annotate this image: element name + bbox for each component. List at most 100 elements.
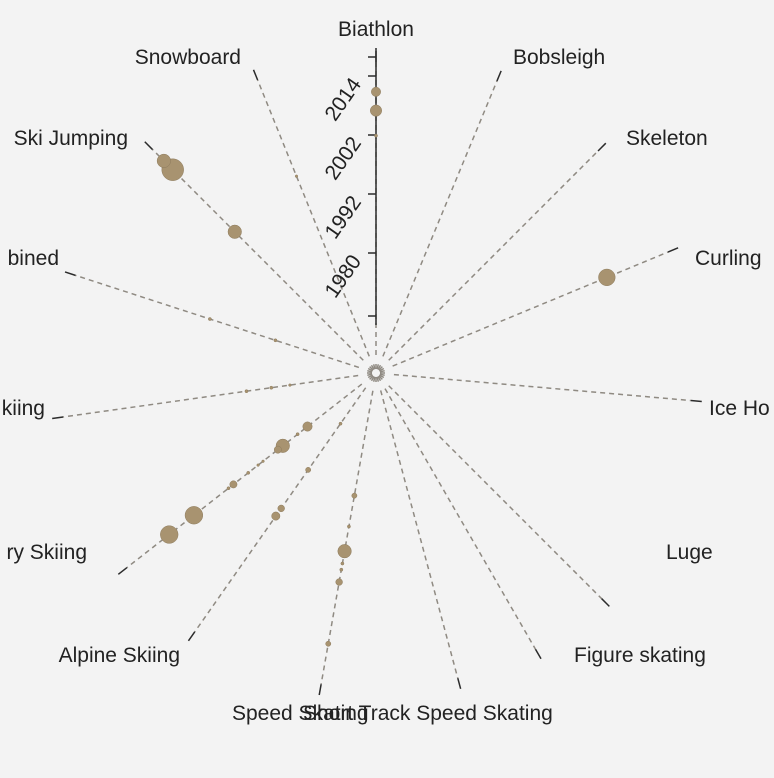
spoke-7 (379, 390, 459, 679)
center-ring-segment (372, 376, 376, 383)
data-point (244, 389, 249, 394)
data-point (226, 486, 231, 491)
data-point (340, 561, 345, 566)
data-point (325, 640, 332, 647)
center-ring-segment (377, 363, 382, 370)
spoke-label: Curling (695, 247, 762, 270)
spoke-end-tick-6 (534, 648, 542, 660)
data-point (598, 268, 616, 286)
spoke-end-tick-1 (496, 70, 502, 82)
data-point (288, 383, 292, 387)
spoke-13 (152, 149, 364, 361)
spoke-label: Biathlon (338, 18, 414, 41)
spoke-label: Short Track Speed Skating (303, 702, 553, 725)
center-ring-segment (368, 375, 374, 381)
center-ring-segment (368, 365, 374, 371)
data-point (269, 385, 274, 390)
data-point (374, 133, 378, 138)
spoke-end-tick-13 (144, 141, 154, 151)
spoke-label: Luge (666, 541, 713, 564)
data-point (246, 471, 251, 475)
data-point (338, 421, 343, 426)
data-point (156, 153, 171, 168)
data-point (271, 511, 281, 521)
spoke-label: kiing (2, 397, 45, 420)
spoke-label: Figure skating (574, 644, 706, 667)
spoke-label: bined (8, 247, 59, 270)
spoke-label: ry Skiing (6, 541, 87, 564)
data-point (294, 174, 299, 178)
center-ring-segment (370, 376, 375, 383)
spoke-4 (393, 373, 691, 402)
dots-layer (156, 86, 616, 647)
spoke-5 (388, 385, 603, 600)
spoke-end-tick-8 (318, 684, 322, 696)
data-point (184, 506, 204, 525)
data-point (371, 86, 381, 97)
center-ring-segment (378, 375, 384, 381)
spoke-10 (126, 383, 363, 569)
center-ring-segment (379, 374, 386, 379)
data-point (351, 492, 358, 499)
spoke-end-tick-11 (52, 416, 64, 420)
data-point (208, 317, 212, 321)
spoke-end-tick-3 (667, 247, 679, 253)
spoke-12 (75, 274, 360, 369)
spoke-6 (384, 388, 537, 650)
axis-tick-label: 2002 (320, 133, 366, 184)
spoke-2 (388, 150, 599, 361)
data-point (160, 525, 179, 544)
center-ring-segment (379, 369, 386, 373)
data-point (277, 504, 285, 513)
axis-tick-label: 2014 (320, 73, 366, 125)
center-ring-segment (366, 367, 373, 372)
labels-layer: Biathlon Bobsleigh Skeleton Curling Ice Ho Lu… (2, 18, 770, 725)
center-ring-segment (379, 373, 386, 377)
data-point (273, 445, 282, 454)
center-ring-segment (366, 374, 373, 379)
axis-tick-label: 1992 (320, 192, 366, 243)
center-ring-segment (366, 369, 373, 373)
spoke-label: Ski Jumping (14, 127, 128, 150)
spoke-end-tick-9 (187, 631, 196, 642)
data-point (337, 544, 352, 559)
data-point (295, 432, 300, 437)
spoke-end-tick-14 (252, 69, 259, 81)
spoke-1 (382, 80, 498, 357)
center-ring-segment (379, 367, 386, 372)
spoke-end-tick-2 (597, 142, 607, 152)
data-point (339, 567, 344, 572)
spoke-3 (392, 251, 669, 367)
data-point (229, 480, 238, 489)
spoke-end-tick-7 (457, 678, 462, 690)
spoke-14 (256, 79, 370, 357)
data-point (305, 467, 312, 473)
data-point (261, 459, 265, 463)
spoke-end-tick-4 (690, 399, 702, 403)
data-point (273, 338, 278, 343)
radial-axis: 1980 1992 2002 2014 (320, 48, 377, 325)
data-point (370, 104, 382, 117)
center-ring-segment (366, 373, 373, 377)
spoke-end-tick-10 (117, 566, 128, 575)
center-ring-segment (376, 376, 380, 383)
center-ring-segment (372, 363, 376, 370)
center-ring-segment (376, 363, 380, 370)
spoke-end-tick-12 (64, 271, 76, 277)
data-point (347, 524, 351, 529)
center-ring-segment (377, 376, 382, 383)
data-point (302, 421, 313, 432)
spoke-11 (62, 374, 359, 418)
spoke-label: Snowboard (135, 46, 241, 69)
spoke-8 (320, 390, 374, 685)
center-ring-segment (370, 363, 375, 370)
data-point (256, 463, 260, 467)
spoke-label: Ice Ho (709, 397, 770, 420)
axis-tick-label: 1980 (320, 251, 366, 302)
spoke-label: Skeleton (626, 127, 708, 150)
spoke-label: Speed Skating (232, 702, 369, 725)
center-ring-segment (378, 365, 384, 371)
spoke-label: Bobsleigh (513, 46, 605, 69)
data-point (227, 224, 242, 239)
